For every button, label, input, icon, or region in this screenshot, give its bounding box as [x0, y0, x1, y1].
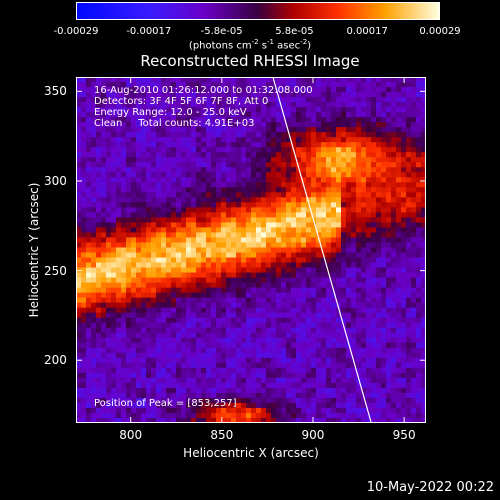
x-axis-label: Heliocentric X (arcsec)	[183, 446, 319, 460]
colorbar	[76, 2, 440, 20]
colorbar-units: (photons cm-2 s-1 asec-2)	[188, 38, 312, 52]
heatmap-cells	[76, 77, 426, 423]
y-tick-label: 350	[44, 84, 67, 99]
y-tick-label: 300	[44, 173, 67, 188]
colorbar-tick-label: 0.00017	[346, 26, 388, 37]
peak-position-label: Position of Peak = [853,257]	[94, 398, 237, 409]
solar-limb-line	[272, 77, 372, 423]
colorbar-tick-label: -5.8e-05	[200, 26, 243, 37]
x-tick-label: 850	[210, 428, 234, 442]
y-axis-label: Heliocentric Y (arcsec)	[27, 182, 41, 318]
axis-ticks	[76, 77, 426, 423]
annotation-line: Clean Total counts: 4.91E+03	[94, 118, 255, 129]
annotation-line: Detectors: 3F 4F 5F 6F 7F 8F, Att 0	[94, 96, 269, 107]
colorbar-tick-label: 0.00029	[419, 26, 461, 37]
y-tick-label: 200	[44, 353, 67, 368]
colorbar-tick-label: -0.00029	[53, 26, 99, 37]
x-tick-label: 950	[392, 428, 416, 442]
annotation-line: Energy Range: 12.0 - 25.0 keV	[94, 107, 247, 118]
heatmap-plot	[76, 77, 426, 423]
x-tick-label: 900	[301, 428, 325, 442]
y-tick-label: 250	[44, 263, 67, 278]
colorbar-tick-label: 5.8e-05	[275, 26, 314, 37]
annotation-line: 16-Aug-2010 01:26:12.000 to 01:32:08.000	[94, 85, 313, 96]
chart-title: Reconstructed RHESSI Image	[140, 52, 360, 70]
colorbar-tick-label: -0.00017	[126, 26, 172, 37]
footer-date: 10-May-2022 00:22	[366, 480, 494, 495]
x-tick-label: 800	[119, 428, 143, 442]
